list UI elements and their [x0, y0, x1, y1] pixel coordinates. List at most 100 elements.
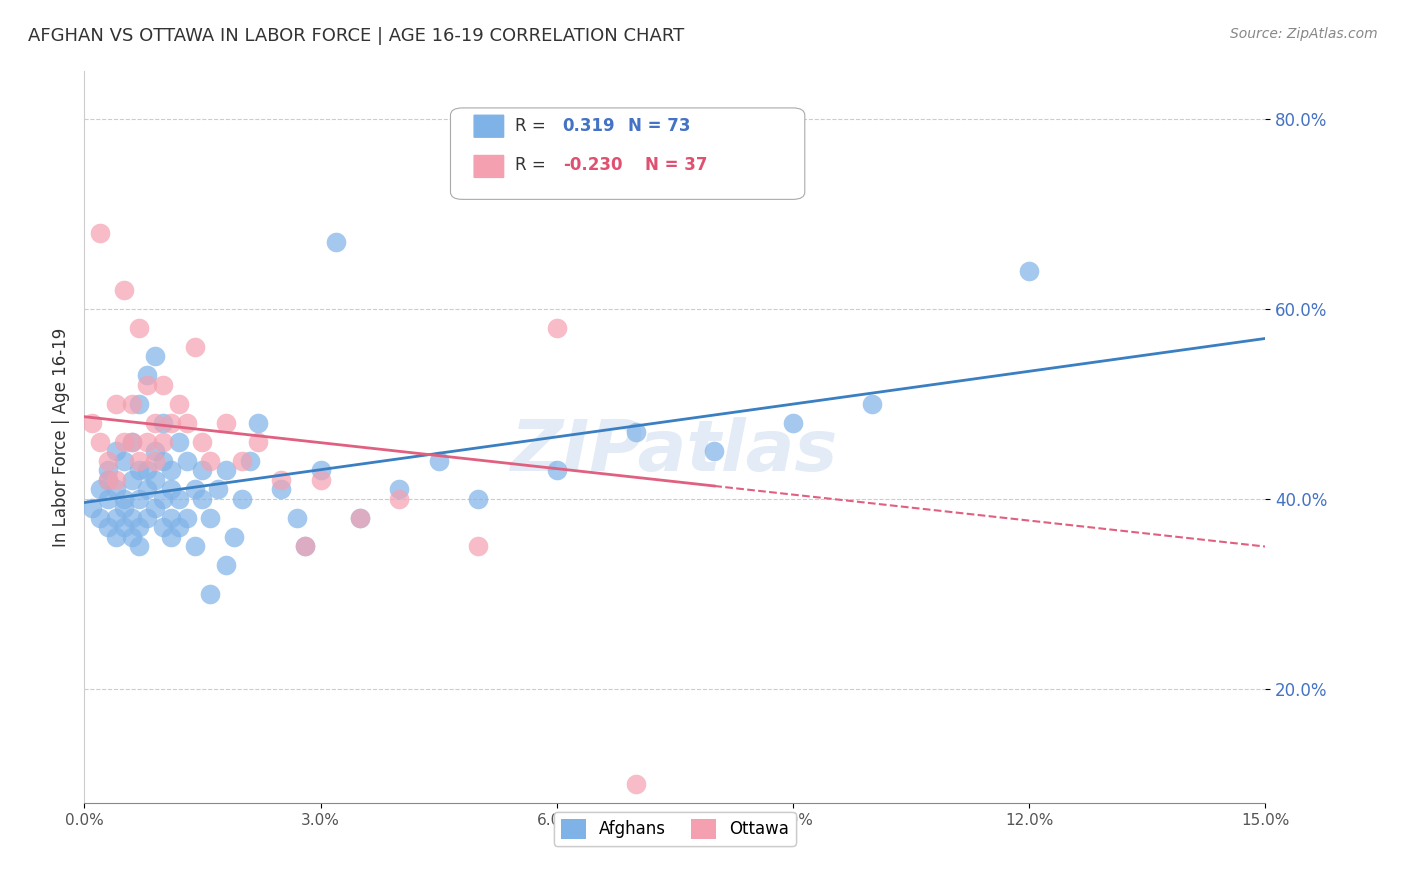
Point	[152, 434, 174, 449]
Point	[143, 416, 166, 430]
Point	[104, 444, 127, 458]
Point	[167, 434, 190, 449]
Point	[97, 473, 120, 487]
Point	[246, 434, 269, 449]
Point	[167, 520, 190, 534]
Point	[112, 283, 135, 297]
Point	[136, 511, 159, 525]
Point	[270, 473, 292, 487]
Point	[128, 463, 150, 477]
Point	[176, 454, 198, 468]
FancyBboxPatch shape	[450, 108, 804, 199]
Point	[112, 454, 135, 468]
Point	[143, 349, 166, 363]
Point	[388, 491, 411, 506]
Point	[285, 511, 308, 525]
Point	[309, 463, 332, 477]
Point	[82, 416, 104, 430]
Point	[104, 473, 127, 487]
Point	[112, 520, 135, 534]
Point	[143, 501, 166, 516]
Point	[152, 491, 174, 506]
Point	[246, 416, 269, 430]
Point	[160, 463, 183, 477]
FancyBboxPatch shape	[474, 155, 503, 178]
Point	[104, 483, 127, 497]
Point	[104, 530, 127, 544]
Point	[427, 454, 450, 468]
Point	[112, 501, 135, 516]
Point	[136, 483, 159, 497]
Point	[128, 397, 150, 411]
Text: N = 37: N = 37	[645, 156, 707, 174]
Point	[97, 454, 120, 468]
Point	[860, 397, 883, 411]
Point	[121, 530, 143, 544]
Point	[128, 520, 150, 534]
Point	[467, 491, 489, 506]
Point	[152, 454, 174, 468]
Point	[546, 321, 568, 335]
FancyBboxPatch shape	[474, 115, 503, 137]
Point	[97, 463, 120, 477]
Point	[183, 483, 205, 497]
Point	[97, 520, 120, 534]
Point	[143, 444, 166, 458]
Point	[215, 463, 238, 477]
Legend: Afghans, Ottawa: Afghans, Ottawa	[554, 812, 796, 846]
Point	[121, 473, 143, 487]
Point	[89, 511, 111, 525]
Point	[128, 321, 150, 335]
Point	[349, 511, 371, 525]
Point	[183, 340, 205, 354]
Point	[782, 416, 804, 430]
Point	[121, 397, 143, 411]
Y-axis label: In Labor Force | Age 16-19: In Labor Force | Age 16-19	[52, 327, 70, 547]
Text: ZIPatlas: ZIPatlas	[512, 417, 838, 486]
Point	[136, 434, 159, 449]
Text: R =: R =	[516, 156, 546, 174]
Point	[143, 473, 166, 487]
Point	[160, 530, 183, 544]
Point	[121, 434, 143, 449]
Point	[176, 511, 198, 525]
Point	[624, 777, 647, 791]
Text: N = 73: N = 73	[627, 117, 690, 136]
Point	[121, 434, 143, 449]
Point	[97, 473, 120, 487]
Text: Source: ZipAtlas.com: Source: ZipAtlas.com	[1230, 27, 1378, 41]
Point	[270, 483, 292, 497]
Point	[121, 511, 143, 525]
Point	[128, 491, 150, 506]
Point	[215, 558, 238, 573]
Point	[89, 483, 111, 497]
Point	[200, 587, 222, 601]
Point	[183, 539, 205, 553]
Point	[152, 377, 174, 392]
Point	[97, 491, 120, 506]
Point	[546, 463, 568, 477]
Point	[136, 463, 159, 477]
Point	[128, 454, 150, 468]
Point	[200, 511, 222, 525]
Point	[294, 539, 316, 553]
Point	[128, 539, 150, 553]
Point	[104, 397, 127, 411]
Point	[160, 416, 183, 430]
Point	[294, 539, 316, 553]
Point	[191, 434, 214, 449]
Point	[325, 235, 347, 250]
Point	[231, 491, 253, 506]
Point	[104, 511, 127, 525]
Point	[388, 483, 411, 497]
Text: 0.319: 0.319	[562, 117, 616, 136]
Point	[136, 377, 159, 392]
Point	[160, 483, 183, 497]
Point	[191, 463, 214, 477]
Point	[239, 454, 262, 468]
Point	[112, 491, 135, 506]
Point	[703, 444, 725, 458]
Text: R =: R =	[516, 117, 546, 136]
Point	[160, 511, 183, 525]
Point	[1018, 264, 1040, 278]
